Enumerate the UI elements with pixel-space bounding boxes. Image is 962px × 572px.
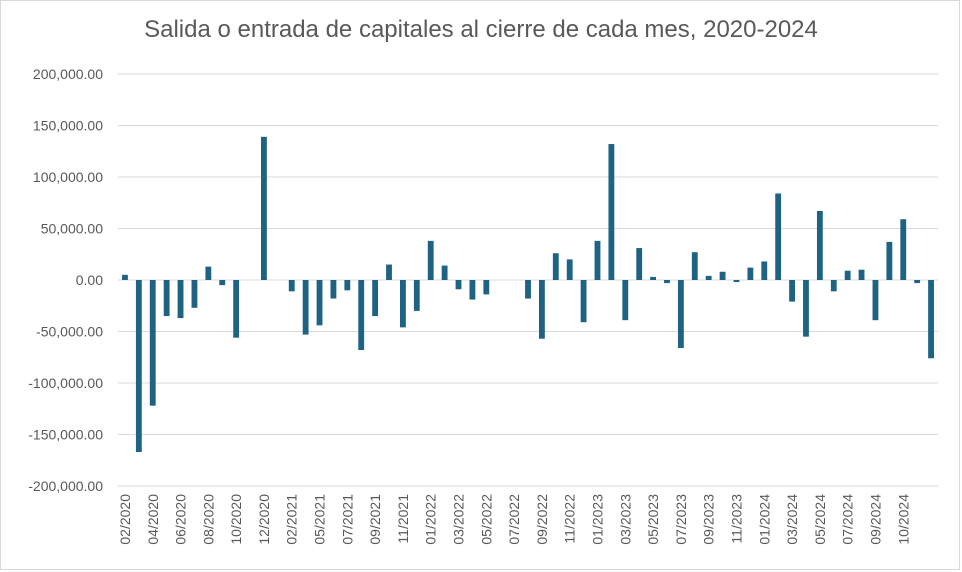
x-tick-label: 03/2022: [451, 494, 467, 545]
bar: [261, 136, 267, 280]
bar: [538, 280, 545, 339]
x-tick-label: 01/2024: [756, 494, 772, 545]
x-tick-label: 08/2020: [200, 494, 216, 545]
bar: [872, 280, 879, 321]
bar: [330, 280, 337, 299]
bar: [316, 280, 323, 326]
y-tick-label: 50,000.00: [41, 221, 103, 237]
bar: [135, 280, 142, 453]
x-tick-label: 04/2020: [145, 494, 161, 545]
x-tick-label: 05/2022: [478, 494, 494, 545]
bar: [219, 280, 226, 286]
bar: [400, 280, 406, 328]
x-tick-label: 09/2021: [367, 494, 383, 545]
bar: [719, 271, 726, 280]
bar: [761, 261, 768, 280]
chart-title: Salida o entrada de capitales al cierre …: [144, 16, 818, 43]
bar: [163, 280, 170, 317]
x-tick-label: 07/2024: [840, 494, 856, 545]
bar: [622, 280, 629, 321]
x-tick-label: 09/2022: [534, 494, 550, 545]
bar: [149, 280, 156, 406]
x-tick-label: 07/2023: [673, 494, 689, 545]
x-tick-label: 03/2023: [617, 494, 633, 545]
x-tick-label: 05/2023: [645, 494, 661, 545]
bar: [705, 275, 712, 280]
x-tick-label: 06/2020: [173, 494, 189, 545]
x-tick-label: 12/2020: [256, 494, 272, 545]
bar: [205, 266, 212, 280]
y-tick-label: 100,000.00: [33, 169, 103, 185]
bar: [803, 280, 809, 337]
bar: [441, 265, 448, 280]
bar: [552, 253, 559, 280]
bar: [525, 280, 531, 299]
bar: [455, 280, 462, 290]
bar: [288, 280, 295, 292]
x-tick-label: 05/2024: [812, 494, 828, 545]
y-tick-label: -100,000.00: [28, 375, 103, 391]
x-tick-label: 01/2022: [423, 494, 439, 545]
bar: [413, 280, 420, 311]
x-tick-label: 03/2024: [784, 494, 800, 545]
bar: [928, 280, 934, 359]
bar: [830, 280, 837, 292]
y-tick-label: 0.00: [76, 272, 103, 288]
bar: [733, 280, 740, 283]
x-tick-label: 11/2023: [728, 494, 744, 544]
bar: [122, 274, 128, 280]
bar: [483, 280, 490, 295]
bar: [858, 269, 865, 280]
bar: [636, 248, 643, 280]
bar: [650, 276, 657, 280]
bar: [372, 280, 379, 317]
x-tick-label: 10/2020: [228, 494, 244, 545]
y-tick-label: -200,000.00: [28, 478, 103, 494]
bar: [358, 280, 365, 351]
bar: [608, 144, 615, 280]
x-tick-label: 11/2021: [395, 494, 411, 544]
y-tick-label: 200,000.00: [33, 66, 103, 82]
bar: [191, 280, 198, 308]
y-tick-label: -50,000.00: [36, 324, 103, 340]
x-tick-label: 07/2021: [339, 494, 355, 545]
x-tick-label: 10/2024: [895, 494, 911, 545]
bar: [566, 259, 573, 280]
x-tick-label: 05/2021: [312, 494, 328, 545]
x-tick-label: 02/2020: [117, 494, 133, 545]
x-tick-label: 11/2022: [562, 494, 578, 544]
bar: [886, 241, 893, 280]
bar: [914, 280, 921, 284]
bar: [677, 280, 684, 348]
bar: [747, 267, 754, 280]
bar: [344, 280, 351, 291]
bar: [302, 280, 309, 335]
x-tick-label: 07/2022: [506, 494, 522, 545]
bar: [844, 270, 851, 280]
bar: [469, 280, 476, 300]
bar: [427, 240, 434, 280]
x-tick-label: 01/2023: [589, 494, 605, 545]
bar: [816, 210, 823, 280]
x-tick-label: 02/2021: [284, 494, 300, 545]
bar: [775, 193, 782, 280]
bar: [664, 280, 670, 284]
bar: [386, 264, 392, 280]
x-tick-label: 09/2023: [701, 494, 717, 545]
bar: [233, 280, 240, 338]
x-tick-label: 09/2024: [867, 494, 883, 545]
bar: [580, 280, 587, 323]
bar: [789, 280, 795, 302]
bar: [691, 252, 698, 280]
bar: [900, 219, 907, 280]
y-tick-label: 150,000.00: [33, 118, 103, 134]
bar: [594, 240, 601, 280]
bar: [177, 280, 184, 319]
y-tick-label: -150,000.00: [28, 427, 103, 443]
